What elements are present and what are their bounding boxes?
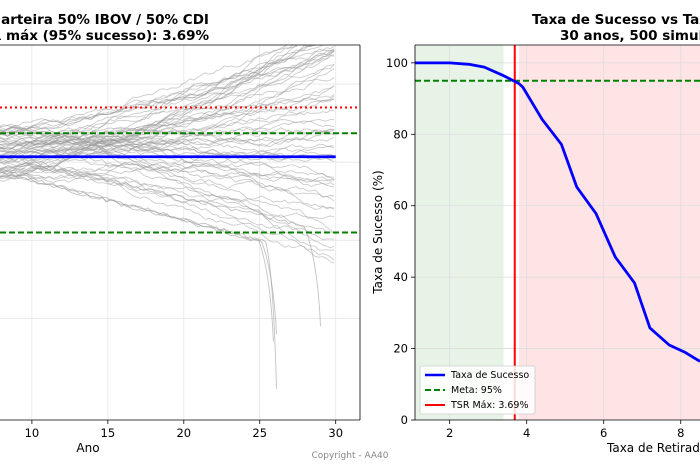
right-y-axis-label: Taxa de Sucesso (%) (371, 170, 385, 294)
simulation-path (0, 136, 335, 162)
right-shaded-regions (415, 45, 700, 420)
simulation-path (0, 162, 335, 241)
left-x-tick-label: 15 (101, 426, 116, 440)
left-title-line-2: R máx (95% sucesso): 3.69% (0, 28, 210, 44)
right-x-tick-label: 8 (677, 426, 684, 440)
right-grid (415, 45, 700, 420)
right-legend: Taxa de Sucesso Meta: 95% TSR Máx: 3.69% (419, 365, 536, 415)
legend-label-meta: Meta: 95% (451, 385, 502, 396)
right-y-tick-label: 100 (386, 56, 408, 70)
simulation-path (0, 54, 335, 136)
right-x-tick-label: 2 (446, 426, 453, 440)
simulation-path (0, 128, 335, 157)
simulation-path (0, 157, 335, 264)
copyright-text: Copyright - AA40 (311, 451, 389, 461)
shaded-region (415, 45, 504, 420)
simulation-path (0, 50, 335, 161)
depleted-path (0, 171, 277, 389)
right-y-tick-label: 20 (393, 342, 408, 356)
right-title-line-2: 30 anos, 500 simula (560, 28, 700, 44)
simulation-path (0, 45, 314, 150)
right-x-tick-label: 6 (600, 426, 607, 440)
legend-box (419, 365, 536, 415)
right-x-axis-label: Taxa de Retirad (606, 441, 700, 455)
simulation-path (0, 45, 299, 135)
simulation-path (0, 145, 335, 179)
simulation-path (0, 45, 314, 180)
simulation-path (0, 45, 326, 150)
simulation-path (0, 143, 335, 174)
left-x-tick-label: 20 (176, 426, 191, 440)
depleted-path (0, 154, 321, 327)
left-paths (0, 45, 335, 389)
success-rate-line (415, 61, 700, 363)
right-plot-area (415, 45, 700, 420)
right-y-tick-label: 40 (393, 270, 408, 284)
depleted-path (0, 169, 274, 342)
simulation-path (0, 147, 335, 188)
left-x-ticks: 10 15 20 25 30 (25, 420, 343, 440)
depleted-path (0, 171, 277, 335)
right-chart: Taxa de Sucesso vs Tax 30 anos, 500 simu… (371, 12, 700, 455)
right-lines (415, 45, 700, 420)
simulation-path (0, 162, 335, 183)
left-x-tick-label: 30 (328, 426, 343, 440)
right-y-tick-label: 80 (393, 127, 408, 141)
left-reference-lines (0, 106, 360, 234)
left-x-tick-label: 10 (25, 426, 40, 440)
right-y-tick-label: 60 (393, 199, 408, 213)
left-plot-area (0, 45, 360, 420)
left-chart: arteira 50% IBOV / 50% CDI R máx (95% su… (0, 12, 361, 455)
simulation-path (0, 155, 335, 261)
simulation-path (0, 68, 335, 165)
legend-label-taxa-de-sucesso: Taxa de Sucesso (450, 370, 529, 381)
left-title-line-1: arteira 50% IBOV / 50% CDI (1, 12, 209, 28)
simulation-path (0, 136, 335, 210)
shaded-region (518, 45, 700, 420)
right-title-line-1: Taxa de Sucesso vs Tax (532, 12, 700, 28)
legend-label-tsr-max: TSR Máx: 3.69% (450, 400, 529, 411)
right-y-tick-label: 0 (401, 413, 408, 427)
left-x-axis-label: Ano (76, 441, 99, 455)
simulation-path (0, 161, 335, 234)
right-y-ticks: 0 20 40 60 80 100 (386, 56, 415, 427)
right-x-ticks: 2 4 6 8 (446, 420, 684, 440)
simulation-path (0, 126, 335, 251)
simulation-path (0, 50, 335, 179)
right-x-tick-label: 4 (523, 426, 530, 440)
simulation-path (0, 77, 335, 157)
left-x-tick-label: 25 (252, 426, 267, 440)
simulation-path (0, 96, 335, 177)
simulation-path (0, 98, 335, 169)
